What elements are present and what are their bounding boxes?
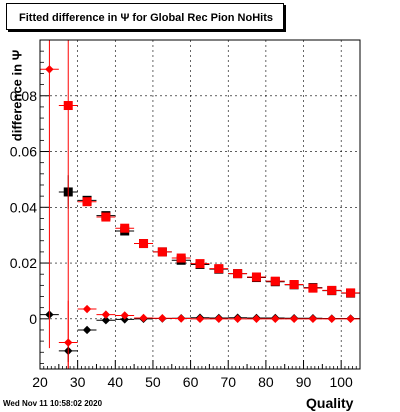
data-point <box>77 325 97 335</box>
diamond-marker <box>176 314 186 323</box>
data-point <box>77 197 97 207</box>
x-tick-label: 50 <box>145 374 161 390</box>
square-marker <box>101 212 111 222</box>
y-tick-label: 0.08 <box>10 88 37 104</box>
axis-ticks <box>39 50 357 369</box>
diamond-marker <box>252 314 261 324</box>
x-tick-label: 70 <box>220 374 236 390</box>
diamond-marker <box>64 338 73 347</box>
diamond-marker <box>45 65 54 74</box>
diamond-marker <box>289 314 299 324</box>
y-tick-label: 0.04 <box>10 199 37 215</box>
data-point <box>77 304 97 314</box>
square-marker <box>251 272 261 282</box>
diamond-marker <box>139 313 148 323</box>
diamond-marker <box>158 314 167 323</box>
square-marker <box>176 253 186 263</box>
diamond-marker <box>214 314 224 324</box>
diamond-marker <box>271 314 280 324</box>
x-tick-label: 30 <box>70 374 86 390</box>
data-point <box>171 314 191 323</box>
tick-labels: 20 30 40 50 60 70 80 90 100 0 0.02 0.04 0.06 0.08 <box>10 88 353 390</box>
diamond-marker <box>195 314 205 324</box>
data-point <box>303 314 323 324</box>
data-point <box>190 314 210 324</box>
data-point <box>228 314 248 324</box>
data-point <box>284 314 304 324</box>
data-point <box>96 212 116 222</box>
data-point <box>40 40 59 349</box>
data-point <box>171 253 191 263</box>
data-point <box>247 314 266 324</box>
y-axis-label: difference in Ψ <box>9 49 25 142</box>
timestamp: Wed Nov 11 10:58:02 2020 <box>3 399 103 408</box>
y-tick-label: 0.02 <box>10 255 37 271</box>
data-point <box>341 288 360 298</box>
data-point <box>209 264 229 274</box>
diamond-marker <box>327 314 336 324</box>
data-point <box>152 247 172 257</box>
data-point <box>209 314 229 324</box>
data-point <box>58 300 78 369</box>
data-point <box>152 314 172 323</box>
square-marker <box>82 197 92 207</box>
data-point <box>303 283 323 293</box>
square-marker <box>308 283 318 293</box>
chart-title-box: Fitted difference in Ψ for Global Rec Pi… <box>6 3 284 30</box>
diamond-marker <box>346 314 355 324</box>
x-tick-label: 80 <box>258 374 274 390</box>
square-marker <box>195 259 205 269</box>
plot-frame <box>39 39 361 370</box>
data-point <box>322 285 342 295</box>
data-point <box>265 276 285 286</box>
square-marker <box>270 276 280 286</box>
data-point <box>322 314 342 324</box>
data-point <box>115 311 135 320</box>
x-tick-label: 90 <box>296 374 312 390</box>
x-axis-label: Quality <box>306 395 354 411</box>
diamond-marker <box>101 310 111 319</box>
y-tick-label: 0 <box>29 311 37 327</box>
diamond-marker <box>101 316 111 325</box>
square-marker <box>346 288 356 298</box>
diamond-marker <box>82 304 92 314</box>
data-point <box>265 314 285 324</box>
square-marker <box>139 239 149 249</box>
chart-title: Fitted difference in Ψ for Global Rec Pi… <box>19 12 273 24</box>
data-point <box>228 269 248 279</box>
square-marker <box>157 247 167 257</box>
diamond-marker <box>82 325 92 335</box>
square-marker <box>233 269 243 279</box>
data-points <box>40 40 360 369</box>
x-tick-label: 20 <box>32 374 48 390</box>
data-point <box>247 272 266 282</box>
data-point <box>190 259 210 269</box>
diamond-marker <box>308 314 318 324</box>
y-tick-label: 0.06 <box>10 144 37 160</box>
x-tick-label: 60 <box>183 374 199 390</box>
diamond-marker <box>120 311 129 320</box>
data-point <box>134 313 153 323</box>
square-marker <box>327 285 337 295</box>
square-marker <box>214 264 224 274</box>
square-marker <box>63 101 73 111</box>
data-point <box>96 316 116 325</box>
data-point <box>134 239 153 249</box>
square-marker <box>289 280 299 290</box>
x-tick-label: 40 <box>108 374 124 390</box>
data-point <box>96 310 116 319</box>
data-point <box>341 314 360 324</box>
x-tick-label: 100 <box>329 374 353 390</box>
square-marker <box>120 223 130 233</box>
data-point <box>115 223 135 233</box>
data-point <box>284 280 304 290</box>
diamond-marker <box>233 314 242 324</box>
